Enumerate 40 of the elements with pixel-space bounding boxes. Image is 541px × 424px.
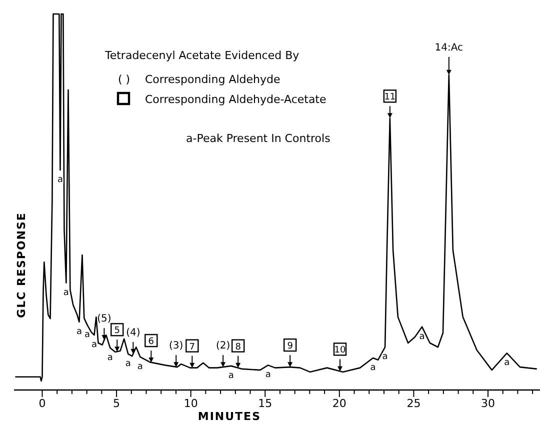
annotation: a [265,370,271,380]
x-tick-label: 0 [38,397,46,410]
x-tick-label: 15 [258,397,272,410]
annotation: a [504,358,510,368]
annotation: a [137,362,143,372]
annotation: 14:Ac [434,42,464,54]
annotation: a [91,340,97,350]
annotation: (4) [126,327,140,338]
annotation: 8 [235,342,242,352]
annotation: 11 [384,92,396,103]
x-tick-label: 30 [480,397,495,410]
x-tick-label: 5 [113,397,120,410]
annotation: (5) [97,313,112,324]
annotation: a [228,370,234,381]
annotation: 9 [287,342,294,352]
x-tick-label: 20 [332,397,346,410]
x-tick-label: 10 [184,397,198,410]
annotation: (3) [169,340,184,352]
annotation: a [84,330,90,340]
annotation: a [382,352,388,362]
annotation: (2) [216,340,230,352]
annotation: Corresponding Aldehyde [145,73,280,86]
annotation: 5 [114,326,120,336]
annotation: Corresponding Aldehyde-Acetate [145,93,326,106]
annotation: a [107,352,113,363]
annotation: a [419,332,425,342]
annotation: a [125,358,131,369]
annotation: Tetradecenyl Acetate Evidenced By [104,49,300,62]
annotation: a [63,288,69,298]
x-tick-label: 25 [406,397,421,410]
annotation: a [370,363,376,374]
annotation: 6 [148,337,154,348]
annotation: a [76,326,82,337]
annotation: a-Peak Present In Controls [186,132,331,145]
annotation: 7 [189,342,196,352]
annotation: a [57,175,63,186]
x-axis-title: MINUTES [198,410,262,423]
annotation: ( ) [118,73,130,86]
y-axis-title: GLC RESPONSE [15,212,28,318]
annotation: 10 [334,346,346,356]
